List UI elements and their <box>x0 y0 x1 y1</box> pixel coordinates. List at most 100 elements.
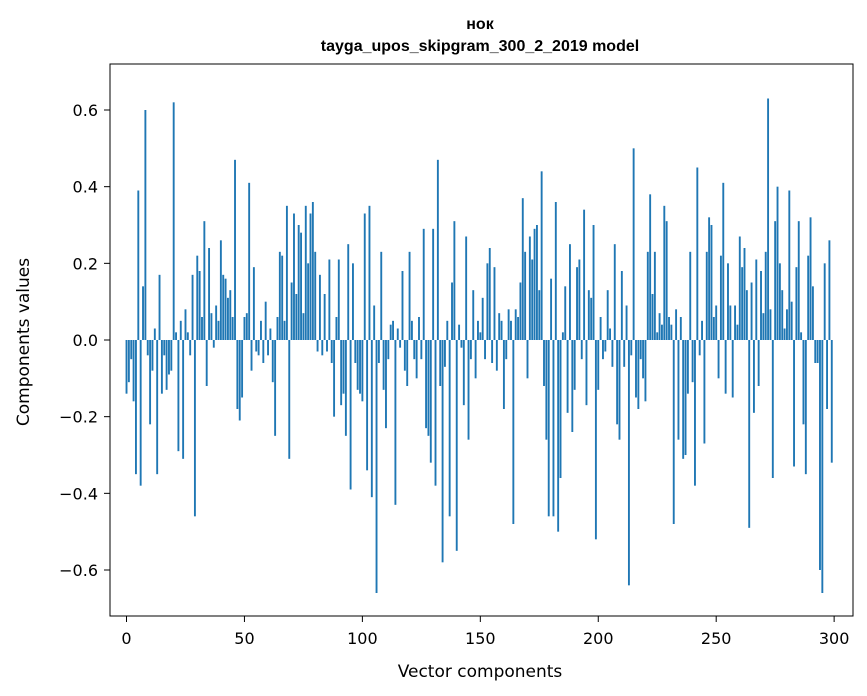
bar <box>510 320 512 340</box>
bar <box>429 340 432 463</box>
bar <box>493 267 496 340</box>
bar <box>661 324 663 340</box>
bar <box>502 340 505 409</box>
bar <box>748 340 751 528</box>
bar <box>616 340 619 425</box>
bar <box>550 278 553 340</box>
bar <box>316 340 319 352</box>
bar <box>672 340 675 524</box>
bar <box>257 340 260 356</box>
bar <box>241 340 244 398</box>
bar <box>231 317 234 340</box>
bar <box>790 301 793 340</box>
bar <box>823 263 826 340</box>
bar <box>389 324 392 340</box>
bar <box>545 340 548 440</box>
bar <box>488 248 491 340</box>
bar <box>264 301 267 340</box>
bar <box>734 305 737 340</box>
bar <box>163 340 166 356</box>
bar <box>602 340 604 360</box>
bar <box>606 290 609 340</box>
bar <box>135 340 137 475</box>
bar <box>771 340 774 478</box>
bar <box>127 340 130 383</box>
bar <box>196 255 199 340</box>
bars-group <box>125 98 833 593</box>
bar <box>234 159 236 340</box>
bar <box>731 340 734 398</box>
bar <box>453 221 456 340</box>
bar <box>793 340 795 467</box>
bar <box>521 198 524 340</box>
bar <box>722 182 725 340</box>
x-axis-label: Vector components <box>398 662 563 682</box>
bar <box>668 317 670 340</box>
bar <box>611 340 614 367</box>
bar <box>755 259 758 340</box>
bar <box>788 190 791 340</box>
bar <box>637 340 640 409</box>
bar <box>729 305 732 340</box>
bar <box>528 236 531 340</box>
bar <box>675 309 678 340</box>
bar <box>717 340 720 379</box>
bar <box>517 317 520 340</box>
bar <box>512 340 515 524</box>
y-tick-label: 0.2 <box>73 254 98 273</box>
bar <box>738 236 741 340</box>
x-tick-label: 250 <box>701 629 732 648</box>
bar <box>394 340 397 505</box>
bar <box>359 340 361 394</box>
bar <box>149 340 152 425</box>
bar <box>229 290 232 340</box>
bar <box>274 340 277 436</box>
bar <box>448 340 451 517</box>
bar <box>684 340 687 455</box>
bar <box>762 313 765 340</box>
bar <box>467 340 470 440</box>
bar <box>587 290 590 340</box>
bar <box>802 340 805 425</box>
y-tick-label: 0.6 <box>73 101 98 120</box>
bar <box>613 244 616 340</box>
bar <box>288 340 291 459</box>
bar <box>210 313 213 340</box>
bar <box>597 340 600 390</box>
bar <box>760 271 762 340</box>
bar <box>630 340 633 356</box>
bar <box>222 274 225 340</box>
bar <box>219 240 222 340</box>
bar <box>368 205 371 340</box>
bar <box>686 340 689 394</box>
bar <box>260 320 262 340</box>
bar <box>444 340 446 367</box>
bar <box>811 286 814 340</box>
bar <box>363 213 366 340</box>
bar <box>566 340 569 413</box>
bar <box>465 236 468 340</box>
bar <box>436 159 439 340</box>
bar <box>201 317 203 340</box>
bar <box>535 225 538 340</box>
x-tick-label: 0 <box>121 629 131 648</box>
bar <box>245 313 248 340</box>
chart-title: нок <box>466 16 494 33</box>
bar <box>203 221 206 340</box>
bar <box>495 340 498 371</box>
bar <box>703 340 706 444</box>
bar <box>189 340 192 356</box>
bar <box>786 309 788 340</box>
bar <box>797 221 800 340</box>
bar <box>328 259 331 340</box>
bar <box>701 320 703 340</box>
bar <box>741 267 744 340</box>
bar <box>255 340 258 352</box>
bar <box>333 340 336 417</box>
bar <box>552 340 555 517</box>
bar <box>585 340 588 406</box>
y-tick-label: −0.4 <box>59 484 98 503</box>
bar <box>830 340 833 463</box>
bar <box>781 290 784 340</box>
bar <box>578 259 581 340</box>
